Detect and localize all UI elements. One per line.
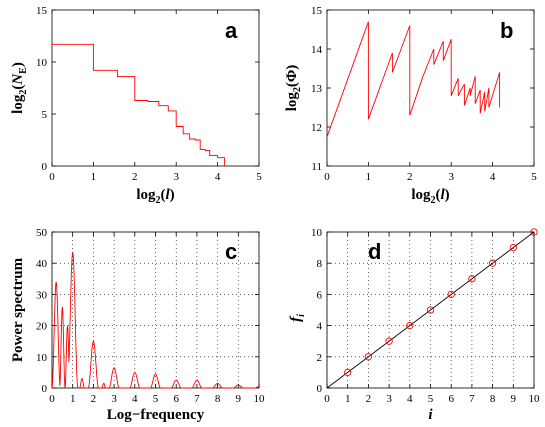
panel-a-xtick-label-0: 0	[49, 171, 55, 183]
panel-b-letter: b	[500, 18, 513, 43]
panel-c-xtick-label-5: 5	[153, 393, 159, 405]
panel-a: 0 1 2 3 4 5 0 5 10 15 a log2(l) log2(NE)	[10, 5, 262, 206]
panel-c-xtick-label-8: 8	[215, 393, 221, 405]
panel-d-ytick-label-10: 10	[311, 227, 323, 239]
panel-d-point-1	[344, 368, 352, 377]
panel-b-xtick-label-2: 2	[407, 171, 413, 183]
panel-c-ytick-label-0: 0	[42, 383, 48, 395]
panel-d-reference-line	[326, 231, 535, 389]
panel-c-xlabel: Log−frequency	[107, 407, 205, 423]
panel-d-xtick-label-3: 3	[386, 393, 392, 405]
panel-b-xtick-label-0: 0	[324, 171, 330, 183]
panel-d-points	[344, 228, 538, 377]
panel-a-ytick-label-5: 5	[42, 109, 48, 121]
panel-b-ytick-label-11: 11	[311, 161, 322, 173]
panel-d-point-6	[447, 290, 455, 299]
panel-b-series-line	[326, 21, 501, 137]
panel-c-ytick-label-30: 30	[36, 289, 48, 301]
panel-c-xtick-label-2: 2	[91, 393, 97, 405]
panel-d-xtick-label-2: 2	[366, 393, 372, 405]
panel-a-xlabel: log2(l)	[136, 187, 174, 206]
panel-c-ylabel: Power spectrum	[10, 257, 26, 362]
panel-d-point-2	[364, 353, 373, 361]
panel-d-ylabel: fi	[288, 314, 307, 322]
panel-c-series-line	[51, 252, 260, 389]
panel-d-xtick-label-6: 6	[448, 393, 454, 405]
panel-c-xtick-label-0: 0	[49, 393, 55, 405]
panel-d-xlabel: i	[428, 407, 433, 423]
panel-d-point-3	[385, 337, 393, 345]
panel-c-letter: c	[225, 239, 237, 264]
panel-d-ytick-label-6: 6	[317, 289, 323, 301]
panel-c-ytick-label-20: 20	[36, 321, 48, 333]
panel-c-xtick-label-7: 7	[194, 393, 200, 405]
panel-a-xtick-label-4: 4	[215, 171, 221, 183]
panel-d-ticks: 0 1 2 3 4 5 6 7 8 9 10 0 2 4 6 8 10	[311, 227, 540, 405]
panel-d-xtick-label-8: 8	[490, 393, 496, 405]
panel-b-xlabel: log2(l)	[411, 187, 449, 206]
panel-c-xtick-label-4: 4	[132, 393, 138, 405]
panel-d-grid	[326, 231, 535, 389]
panel-d-point-4	[406, 321, 414, 330]
panel-a-series-line	[52, 43, 226, 166]
panel-c-xtick-label-6: 6	[173, 393, 179, 405]
panel-c-ytick-label-50: 50	[36, 227, 48, 239]
panel-a-ytick-label-0: 0	[42, 161, 48, 173]
panel-d-point-10	[530, 228, 538, 236]
panel-d-xtick-label-9: 9	[511, 393, 517, 405]
panel-c-xtick-label-9: 9	[236, 393, 242, 405]
panel-d-point-9	[509, 243, 517, 252]
panel-b-ytick-label-15: 15	[311, 5, 323, 17]
panel-b-ylabel: log2(Φ)	[284, 65, 303, 112]
panel-d-xtick-label-1: 1	[345, 393, 351, 405]
panel-a-xtick-label-2: 2	[132, 171, 138, 183]
panel-a-ticks: 0 1 2 3 4 5 0 5 10 15	[36, 5, 262, 183]
panel-b-xtick-label-1: 1	[366, 171, 372, 183]
panel-a-xtick-label-3: 3	[173, 171, 179, 183]
panel-c-ytick-label-10: 10	[36, 352, 48, 364]
panel-a-ytick-label-15: 15	[36, 5, 48, 17]
panel-a-frame	[51, 9, 260, 167]
panel-d-xtick-label-7: 7	[469, 393, 475, 405]
panel-c-ticks: 0 1 2 3 4 5 6 7 8 9 10 0 10 20 30 40 50	[36, 227, 265, 405]
panel-c-ytick-label-40: 40	[36, 258, 48, 270]
panel-b-ytick-label-13: 13	[311, 83, 323, 95]
panel-d-point-8	[488, 259, 497, 267]
panel-d-point-7	[468, 275, 476, 283]
panel-d-xtick-label-4: 4	[407, 393, 413, 405]
panel-d-ytick-label-2: 2	[317, 352, 323, 364]
panel-d-xtick-label-0: 0	[324, 393, 330, 405]
panel-c-xtick-label-10: 10	[254, 393, 266, 405]
panel-b-xtick-label-3: 3	[448, 171, 454, 183]
panel-a-letter: a	[225, 18, 238, 43]
panel-a-ytick-label-10: 10	[36, 57, 48, 69]
panel-a-xtick-label-5: 5	[256, 171, 262, 183]
panel-c-xtick-label-3: 3	[111, 393, 117, 405]
panel-d-ytick-label-4: 4	[317, 321, 323, 333]
panel-c-xtick-label-1: 1	[70, 393, 76, 405]
panel-d-letter: d	[368, 239, 381, 264]
panel-b-ytick-label-12: 12	[311, 122, 322, 134]
panel-a-xtick-label-1: 1	[91, 171, 97, 183]
panel-d-point-5	[426, 306, 435, 314]
panel-b-xtick-label-5: 5	[531, 171, 537, 183]
panel-b-xtick-label-4: 4	[490, 171, 496, 183]
panel-d-xtick-label-5: 5	[428, 393, 434, 405]
panel-a-ylabel: log2(NE)	[10, 62, 29, 114]
panel-b-ytick-label-14: 14	[311, 44, 323, 56]
panel-d-ytick-label-0: 0	[317, 383, 323, 395]
panel-d: 0 1 2 3 4 5 6 7 8 9 10 0 2 4 6 8 10 d i fi	[288, 227, 540, 423]
panel-d-xtick-label-10: 10	[529, 393, 541, 405]
panel-d-ytick-label-8: 8	[317, 258, 323, 270]
